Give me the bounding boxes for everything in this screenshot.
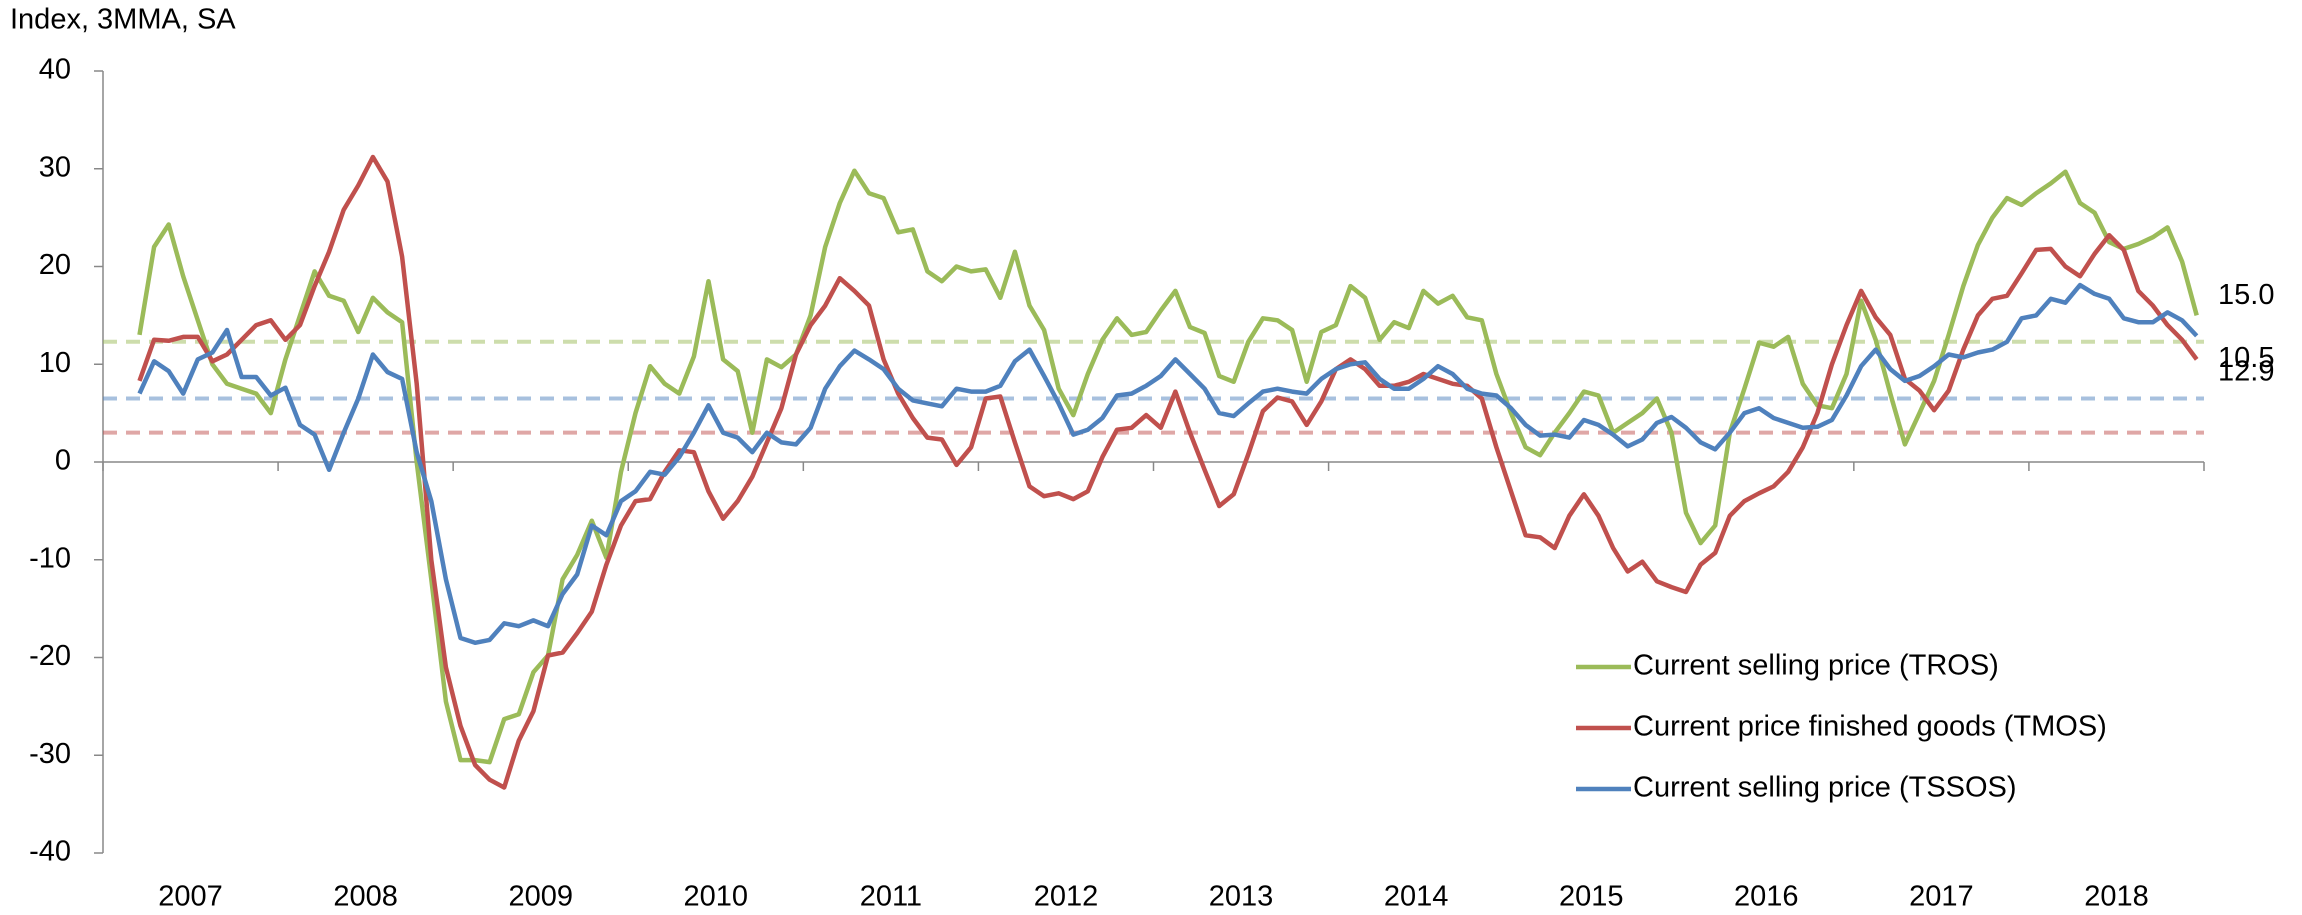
x-tick-label: 2009 bbox=[508, 881, 573, 913]
y-tick-label: 0 bbox=[55, 445, 71, 477]
y-tick-label: 20 bbox=[39, 249, 71, 281]
y-tick-label: -30 bbox=[29, 738, 71, 770]
x-tick-label: 2010 bbox=[684, 881, 749, 913]
series-line bbox=[137, 168, 2199, 765]
x-tick-label: 2016 bbox=[1734, 881, 1799, 913]
value-label: 12.9 bbox=[2218, 355, 2274, 387]
y-axis-label: Index, 3MMA, SA bbox=[10, 4, 236, 36]
x-tick-label: 2013 bbox=[1209, 881, 1274, 913]
x-tick-label: 2008 bbox=[333, 881, 398, 913]
series-line bbox=[137, 282, 2199, 646]
y-tick-label: 30 bbox=[39, 151, 71, 183]
y-tick-label: 40 bbox=[39, 54, 71, 86]
x-tick-label: 2012 bbox=[1034, 881, 1099, 913]
x-tick-label: 2015 bbox=[1559, 881, 1624, 913]
y-tick-label: 10 bbox=[39, 347, 71, 379]
y-tick-label: -40 bbox=[29, 836, 71, 868]
series-line bbox=[137, 154, 2199, 790]
x-tick-label: 2017 bbox=[1909, 881, 1974, 913]
x-tick-label: 2018 bbox=[2084, 881, 2149, 913]
x-tick-label: 2014 bbox=[1384, 881, 1449, 913]
y-tick-label: -20 bbox=[29, 640, 71, 672]
x-tick-label: 2007 bbox=[158, 881, 223, 913]
legend-label: Current price finished goods (TMOS) bbox=[1633, 711, 2107, 743]
value-label: 15.0 bbox=[2218, 279, 2274, 311]
y-tick-label: -10 bbox=[29, 542, 71, 574]
legend-label: Current selling price (TROS) bbox=[1633, 650, 1999, 682]
value-label: 10.5 bbox=[2218, 342, 2274, 374]
legend-label: Current selling price (TSSOS) bbox=[1633, 772, 2017, 804]
x-tick-label: 2011 bbox=[860, 881, 922, 913]
